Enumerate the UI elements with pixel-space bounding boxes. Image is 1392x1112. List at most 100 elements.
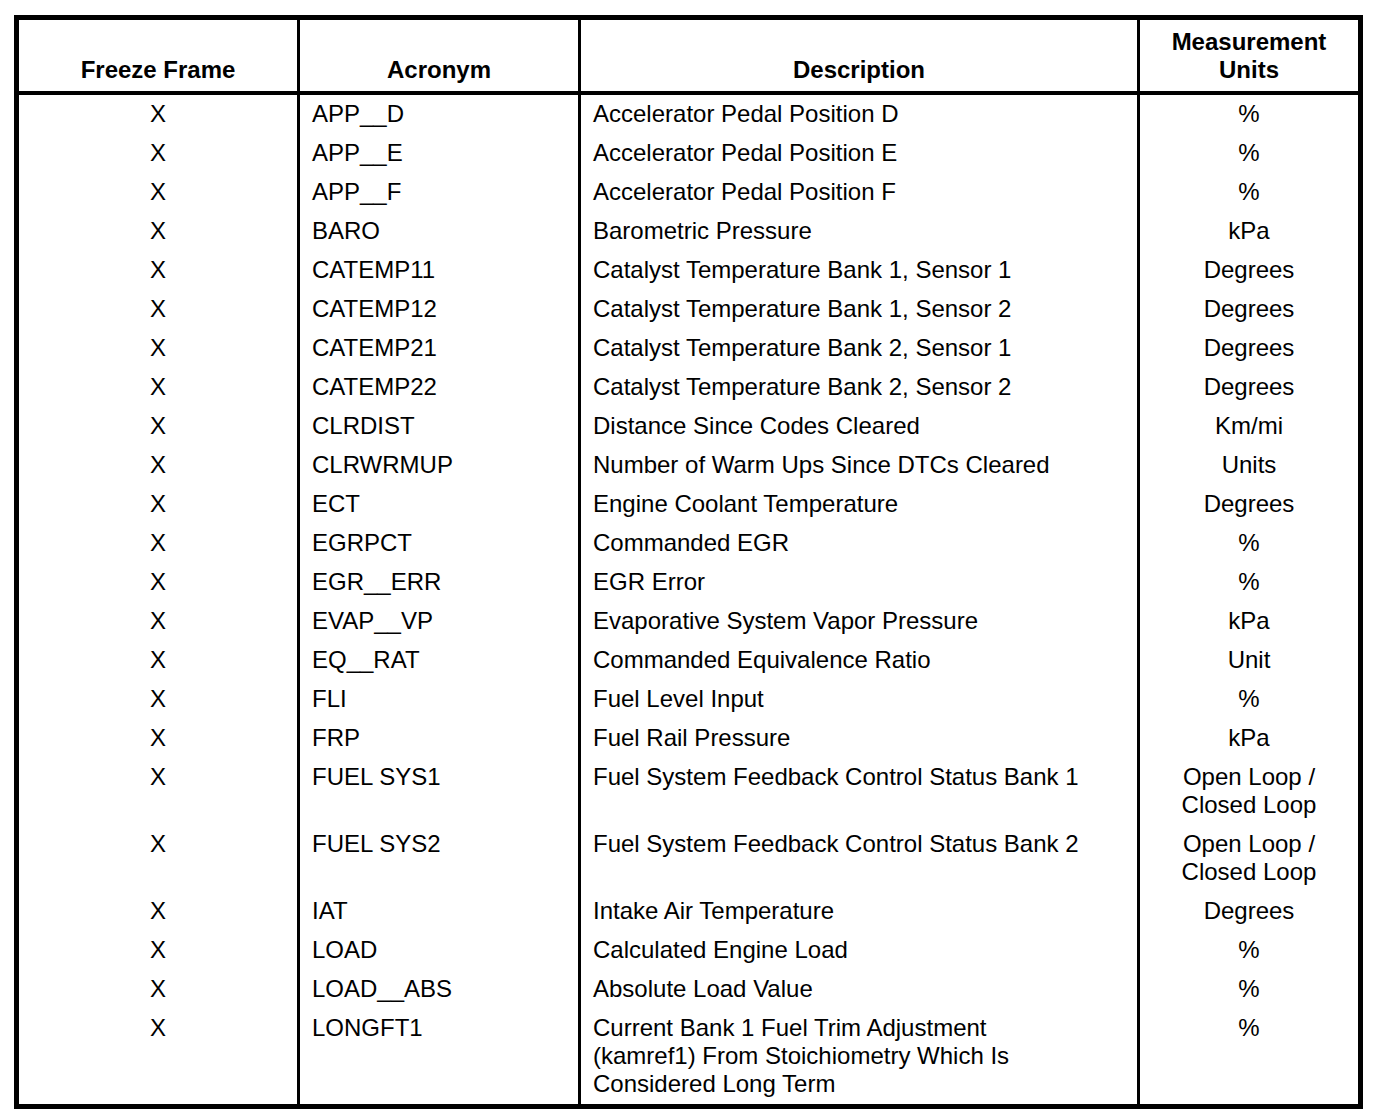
units-cell: Degrees [1139, 251, 1361, 290]
freeze-frame-cell: X [17, 825, 299, 892]
freeze-frame-parameter-table: Freeze Frame Acronym Description Measure… [14, 15, 1363, 1109]
units-cell: Degrees [1139, 329, 1361, 368]
description-cell: Fuel System Feedback Control Status Bank… [580, 825, 1139, 892]
units-cell: kPa [1139, 212, 1361, 251]
units-cell: Open Loop / Closed Loop [1139, 758, 1361, 825]
units-cell: % [1139, 173, 1361, 212]
description-cell: Catalyst Temperature Bank 1, Sensor 2 [580, 290, 1139, 329]
units-cell: Degrees [1139, 290, 1361, 329]
document-page: Freeze Frame Acronym Description Measure… [0, 0, 1392, 1112]
acronym-cell: CLRDIST [299, 407, 580, 446]
freeze-frame-cell: X [17, 931, 299, 970]
acronym-cell: FUEL SYS1 [299, 758, 580, 825]
table-row: XFUEL SYS2Fuel System Feedback Control S… [17, 825, 1361, 892]
table-row: XAPP__FAccelerator Pedal Position F% [17, 173, 1361, 212]
table-header-row: Freeze Frame Acronym Description Measure… [17, 18, 1361, 94]
freeze-frame-cell: X [17, 719, 299, 758]
freeze-frame-cell: X [17, 680, 299, 719]
units-cell: % [1139, 524, 1361, 563]
units-cell: % [1139, 134, 1361, 173]
description-cell: Accelerator Pedal Position E [580, 134, 1139, 173]
freeze-frame-cell: X [17, 892, 299, 931]
table-body: XAPP__DAccelerator Pedal Position D%XAPP… [17, 93, 1361, 1107]
description-cell: Distance Since Codes Cleared [580, 407, 1139, 446]
acronym-cell: FUEL SYS2 [299, 825, 580, 892]
units-cell: Unit [1139, 641, 1361, 680]
description-cell: Catalyst Temperature Bank 1, Sensor 1 [580, 251, 1139, 290]
freeze-frame-cell: X [17, 446, 299, 485]
description-cell: Fuel Rail Pressure [580, 719, 1139, 758]
units-cell: % [1139, 93, 1361, 134]
freeze-frame-cell: X [17, 212, 299, 251]
freeze-frame-cell: X [17, 758, 299, 825]
units-cell: % [1139, 970, 1361, 1009]
acronym-cell: EQ__RAT [299, 641, 580, 680]
units-cell: Degrees [1139, 368, 1361, 407]
freeze-frame-cell: X [17, 93, 299, 134]
acronym-cell: FRP [299, 719, 580, 758]
freeze-frame-cell: X [17, 563, 299, 602]
table-row: XFLIFuel Level Input% [17, 680, 1361, 719]
units-cell: Units [1139, 446, 1361, 485]
description-cell: Intake Air Temperature [580, 892, 1139, 931]
table-row: XEVAP__VPEvaporative System Vapor Pressu… [17, 602, 1361, 641]
units-cell: % [1139, 1009, 1361, 1107]
acronym-cell: IAT [299, 892, 580, 931]
freeze-frame-cell: X [17, 251, 299, 290]
table-row: XEGR__ERREGR Error% [17, 563, 1361, 602]
acronym-cell: CATEMP11 [299, 251, 580, 290]
acronym-cell: BARO [299, 212, 580, 251]
freeze-frame-cell: X [17, 290, 299, 329]
units-cell: % [1139, 680, 1361, 719]
freeze-frame-cell: X [17, 1009, 299, 1107]
table-row: XAPP__EAccelerator Pedal Position E% [17, 134, 1361, 173]
acronym-cell: APP__E [299, 134, 580, 173]
table-row: XCLRWRMUPNumber of Warm Ups Since DTCs C… [17, 446, 1361, 485]
description-cell: Barometric Pressure [580, 212, 1139, 251]
description-cell: Catalyst Temperature Bank 2, Sensor 2 [580, 368, 1139, 407]
table-row: XEGRPCTCommanded EGR% [17, 524, 1361, 563]
description-cell: Accelerator Pedal Position D [580, 93, 1139, 134]
freeze-frame-cell: X [17, 407, 299, 446]
freeze-frame-cell: X [17, 524, 299, 563]
acronym-cell: EVAP__VP [299, 602, 580, 641]
description-cell: Commanded Equivalence Ratio [580, 641, 1139, 680]
table-row: XIATIntake Air TemperatureDegrees [17, 892, 1361, 931]
freeze-frame-cell: X [17, 602, 299, 641]
units-cell: kPa [1139, 602, 1361, 641]
acronym-cell: CLRWRMUP [299, 446, 580, 485]
description-cell: Engine Coolant Temperature [580, 485, 1139, 524]
header-freeze-frame: Freeze Frame [17, 18, 299, 94]
table-row: XCATEMP12Catalyst Temperature Bank 1, Se… [17, 290, 1361, 329]
table-row: XCATEMP22Catalyst Temperature Bank 2, Se… [17, 368, 1361, 407]
acronym-cell: EGR__ERR [299, 563, 580, 602]
description-cell: Fuel System Feedback Control Status Bank… [580, 758, 1139, 825]
description-cell: Accelerator Pedal Position F [580, 173, 1139, 212]
acronym-cell: APP__D [299, 93, 580, 134]
description-cell: Fuel Level Input [580, 680, 1139, 719]
acronym-cell: LOAD [299, 931, 580, 970]
acronym-cell: LOAD__ABS [299, 970, 580, 1009]
table-row: XBAROBarometric PressurekPa [17, 212, 1361, 251]
acronym-cell: EGRPCT [299, 524, 580, 563]
description-cell: Calculated Engine Load [580, 931, 1139, 970]
units-cell: kPa [1139, 719, 1361, 758]
units-cell: Degrees [1139, 892, 1361, 931]
table-row: XCLRDISTDistance Since Codes ClearedKm/m… [17, 407, 1361, 446]
table-row: XEQ__RATCommanded Equivalence RatioUnit [17, 641, 1361, 680]
units-cell: Km/mi [1139, 407, 1361, 446]
header-description: Description [580, 18, 1139, 94]
acronym-cell: LONGFT1 [299, 1009, 580, 1107]
table-row: XFUEL SYS1Fuel System Feedback Control S… [17, 758, 1361, 825]
acronym-cell: APP__F [299, 173, 580, 212]
table-row: XAPP__DAccelerator Pedal Position D% [17, 93, 1361, 134]
description-cell: Evaporative System Vapor Pressure [580, 602, 1139, 641]
description-cell: Catalyst Temperature Bank 2, Sensor 1 [580, 329, 1139, 368]
acronym-cell: CATEMP22 [299, 368, 580, 407]
description-cell: Commanded EGR [580, 524, 1139, 563]
table-row: XCATEMP21Catalyst Temperature Bank 2, Se… [17, 329, 1361, 368]
freeze-frame-cell: X [17, 641, 299, 680]
acronym-cell: ECT [299, 485, 580, 524]
header-acronym: Acronym [299, 18, 580, 94]
table-row: XECTEngine Coolant TemperatureDegrees [17, 485, 1361, 524]
